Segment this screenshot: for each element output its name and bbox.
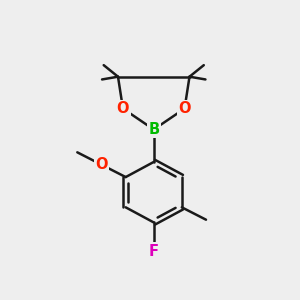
Text: O: O [95, 157, 108, 172]
Text: B: B [148, 122, 159, 137]
Text: O: O [117, 101, 129, 116]
Text: O: O [178, 101, 191, 116]
Text: F: F [149, 244, 159, 259]
